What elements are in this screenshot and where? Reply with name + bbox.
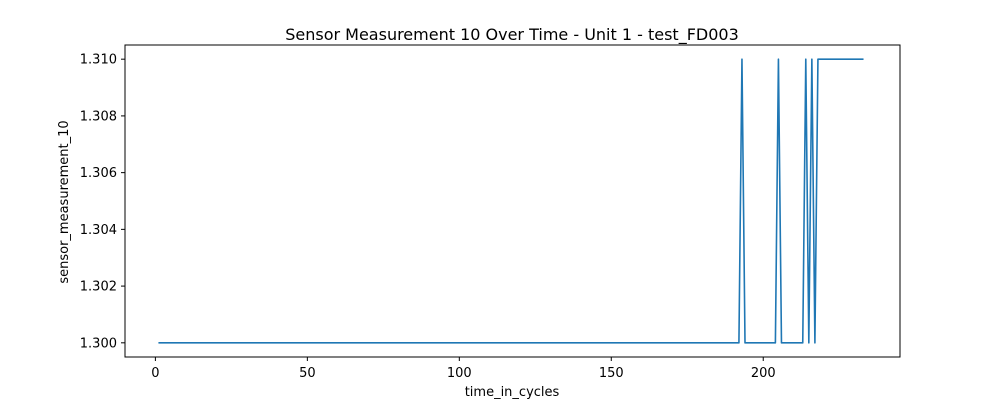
y-tick-label: 1.300 — [80, 336, 117, 351]
y-tick-label: 1.306 — [80, 166, 117, 181]
y-tick-label: 1.310 — [80, 53, 117, 68]
x-tick-label: 100 — [447, 366, 472, 381]
y-tick-label: 1.304 — [80, 223, 117, 238]
x-tick-label: 0 — [151, 366, 159, 381]
x-tick-label: 50 — [299, 366, 316, 381]
x-axis-label: time_in_cycles — [465, 385, 560, 400]
y-tick-label: 1.308 — [80, 109, 117, 124]
plot-area: 0 50 100 150 200 1.300 1.302 1.304 1.306 1.308 1.3… — [80, 44, 901, 381]
y-axis-label: sensor_measurement_10 — [57, 120, 72, 283]
chart-title: Sensor Measurement 10 Over Time - Unit 1… — [285, 25, 739, 45]
x-tick-label: 200 — [751, 366, 776, 381]
plot-frame — [124, 44, 901, 358]
series-line-0 — [158, 58, 864, 344]
y-tick-label: 1.302 — [80, 280, 117, 295]
x-tick-label: 150 — [599, 366, 624, 381]
